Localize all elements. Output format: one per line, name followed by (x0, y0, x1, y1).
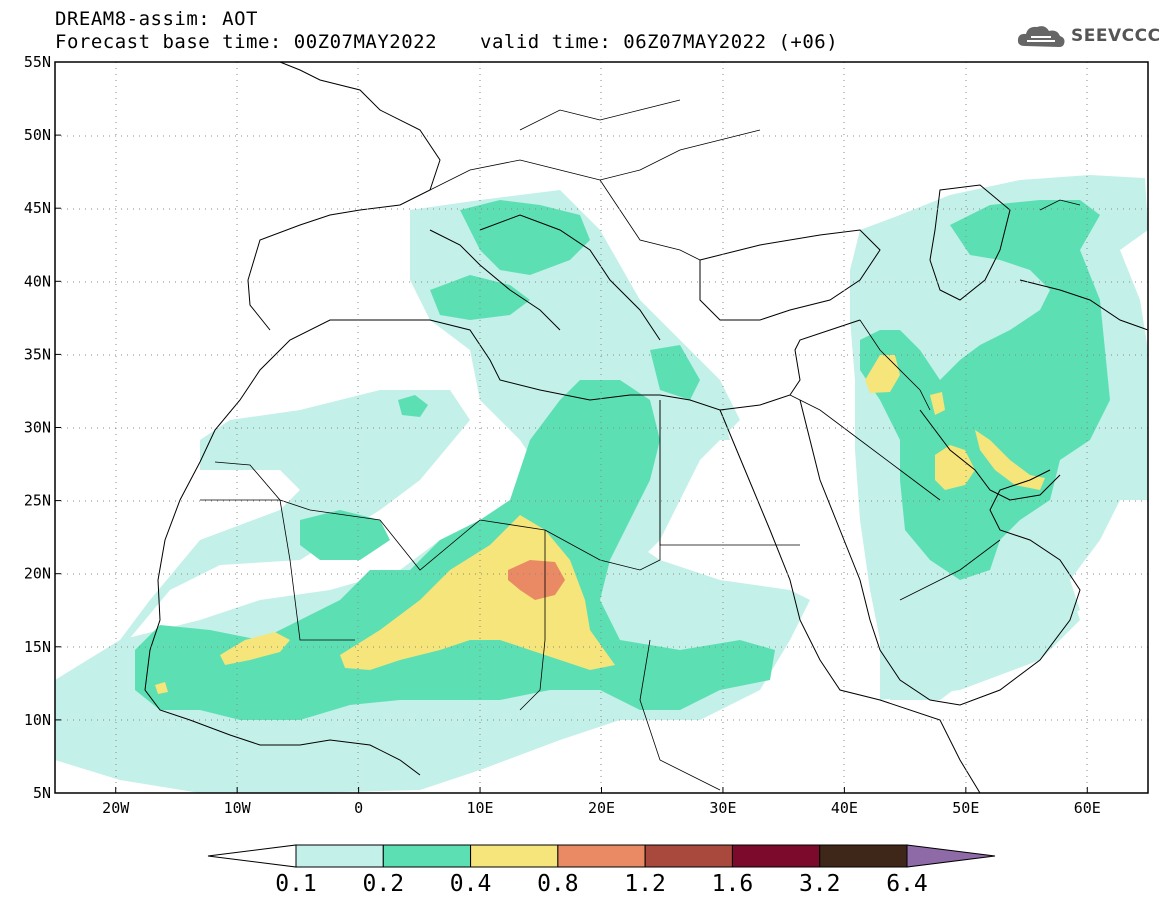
colorbar-label: 6.4 (886, 871, 928, 897)
colorbar-label: 0.4 (450, 871, 492, 897)
colorbar-over-arrow (906, 844, 996, 868)
lat-label: 5N (33, 784, 51, 802)
colorbar-label: 1.2 (624, 871, 666, 897)
lon-label: 60E (1074, 799, 1101, 817)
colorbar-swatch (470, 844, 559, 868)
colorbar-swatch (819, 844, 908, 868)
lat-label: 15N (24, 638, 51, 656)
map-title: DREAM8-assim: AOT (55, 8, 258, 30)
lon-label: 40E (831, 799, 858, 817)
coastlines (144, 62, 1148, 793)
aot-colorbar: 0.1 0.2 0.4 0.8 1.2 1.6 3.2 6.4 (207, 844, 996, 897)
lon-label: 10W (224, 799, 252, 817)
graticule (55, 62, 1148, 793)
colorbar-swatch (295, 844, 384, 868)
lat-label: 40N (24, 272, 51, 290)
lat-label: 10N (24, 711, 51, 729)
colorbar-label: 0.2 (363, 871, 405, 897)
colorbar-under-arrow (207, 844, 297, 868)
aot-level-0.4 (155, 355, 1045, 694)
logo-text: SEEVCCC (1071, 26, 1161, 46)
lon-label: 20E (588, 799, 615, 817)
colorbar-label: 0.8 (537, 871, 579, 897)
colorbar-swatch (644, 844, 733, 868)
lon-label: 0 (354, 799, 363, 817)
aot-shading (55, 175, 1148, 793)
lat-label: 35N (24, 345, 51, 363)
forecast-base-time: Forecast base time: 00Z07MAY2022 (55, 31, 438, 53)
lon-label: 30E (709, 799, 736, 817)
lat-label: 20N (24, 565, 51, 583)
cloud-icon (1017, 26, 1065, 47)
colorbar-label: 0.1 (275, 871, 317, 897)
lat-label: 30N (24, 419, 51, 437)
colorbar-swatch (731, 844, 821, 868)
latitude-labels: 55N 50N 45N 40N 35N 30N 25N 20N 15N 10N 5N (24, 53, 61, 802)
lon-label: 50E (952, 799, 979, 817)
colorbar-label: 1.6 (712, 871, 754, 897)
seevccc-logo: SEEVCCC (1015, 22, 1161, 50)
lat-label: 50N (24, 126, 51, 144)
colorbar-label: 3.2 (799, 871, 841, 897)
colorbar-swatch (557, 844, 646, 868)
longitude-labels: 20W 10W 0 10E 20E 30E 40E 50E 60E (102, 787, 1101, 817)
aot-level-0.2 (135, 200, 1110, 720)
country-borders (200, 99, 1081, 791)
lat-label: 25N (24, 492, 51, 510)
colorbar-swatch (382, 844, 472, 868)
lat-label: 45N (24, 199, 51, 217)
lon-label: 10E (467, 799, 494, 817)
aot-level-0.8 (508, 560, 565, 600)
lat-label: 55N (24, 53, 51, 71)
lon-label: 20W (102, 799, 130, 817)
valid-time: valid time: 06Z07MAY2022 (+06) (480, 31, 839, 53)
